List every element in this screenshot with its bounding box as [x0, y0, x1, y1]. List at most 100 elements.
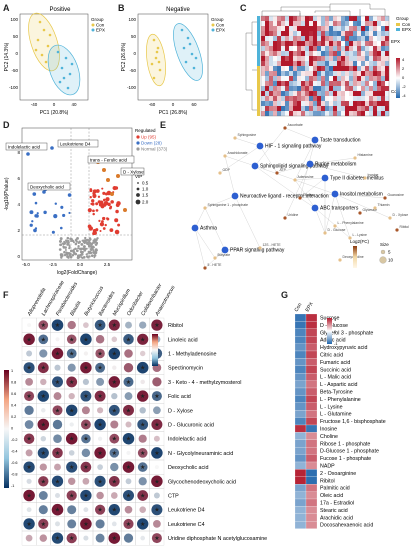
heatmap-cell — [337, 86, 342, 92]
heatmap-cell — [361, 61, 366, 67]
g-row-label: Ribitol — [320, 478, 335, 484]
significance-star: ★ — [83, 393, 88, 400]
g-row-label: Succinic acid — [320, 367, 351, 373]
heatmap-cell — [293, 71, 298, 77]
c-legend-epx-swatch — [396, 28, 400, 31]
heatmap-cell — [357, 16, 362, 22]
heatmap-cell — [317, 101, 322, 107]
f-column-label: Blautia — [69, 300, 82, 317]
f-scale-tick: 0.4 — [11, 404, 16, 408]
annot-xylose: D - Xylose — [123, 170, 144, 175]
heatmap-cell — [337, 31, 342, 37]
heatmap-cell — [277, 31, 282, 37]
c-legend-con: Con — [402, 22, 411, 27]
g-heatmap-cell — [294, 358, 307, 366]
heatmap-cell — [349, 76, 354, 82]
significance-star: ★ — [69, 336, 74, 343]
g-heatmap-cell — [305, 402, 318, 411]
a-ytick: 100 — [10, 17, 18, 22]
heatmap-cell — [321, 101, 326, 107]
heatmap-cell — [361, 101, 366, 107]
heatmap-cell — [329, 41, 334, 47]
heatmap-cell — [313, 26, 318, 32]
heatmap-cell — [345, 21, 350, 27]
heatmap-cell — [381, 91, 386, 97]
heatmap-cell — [369, 81, 374, 87]
heatmap-cell — [281, 101, 286, 107]
significance-star: ★ — [55, 407, 60, 414]
heatmap-cell — [333, 71, 338, 77]
f-correlation-dot — [108, 475, 120, 487]
compound-node — [388, 216, 392, 220]
heatmap-cell — [293, 16, 298, 22]
heatmap-cell — [305, 91, 310, 97]
b-legend-title: Group — [211, 17, 224, 22]
normal-point — [59, 254, 62, 257]
heatmap-cell — [321, 46, 326, 52]
heatmap-cell — [301, 46, 306, 52]
g-row-label: Fumaric acid — [320, 360, 350, 366]
heatmap-cell — [281, 81, 286, 87]
heatmap-cell — [369, 41, 374, 47]
f-correlation-dot — [139, 321, 147, 329]
heatmap-cell — [321, 41, 326, 47]
normal-point — [75, 249, 79, 253]
heatmap-cell — [281, 46, 286, 52]
heatmap-cell — [365, 106, 370, 112]
f-correlation-dot — [23, 518, 35, 530]
annot-box — [57, 139, 99, 148]
f-correlation-dot — [83, 351, 89, 356]
heatmap-cell — [321, 26, 326, 32]
heatmap-cell — [361, 56, 366, 62]
b-legend-con-dot — [211, 23, 215, 27]
significance-star: ★ — [112, 507, 117, 514]
heatmap-cell — [261, 16, 266, 22]
c-scale-tick: 4 — [402, 57, 405, 62]
heatmap-cell — [325, 51, 330, 57]
heatmap-cell — [333, 51, 338, 57]
heatmap-cell — [341, 106, 346, 112]
heatmap-cell — [281, 61, 286, 67]
g-row-label: Stearic acid — [320, 508, 348, 514]
heatmap-cell — [277, 91, 282, 97]
network-edge — [314, 207, 351, 239]
f-correlation-dot — [67, 363, 76, 372]
heatmap-cell — [341, 111, 346, 117]
heatmap-cell — [341, 101, 346, 107]
heatmap-cell — [277, 26, 282, 32]
heatmap-cell — [321, 71, 326, 77]
a-xtick: -40 — [31, 102, 38, 107]
significance-star: ★ — [41, 521, 46, 528]
g-heatmap-cell — [305, 358, 318, 366]
significance-star: ★ — [55, 507, 60, 514]
f-correlation-dot — [140, 535, 146, 541]
f-row-label: 3 - Keto - 4 - methylzymosterol — [168, 380, 241, 386]
heatmap-cell — [269, 81, 274, 87]
a-legend-con: Con — [96, 23, 105, 28]
heatmap-cell — [313, 31, 318, 37]
up-point — [101, 187, 104, 190]
con-point — [48, 33, 52, 37]
normal-point — [93, 254, 97, 257]
f-correlation-dot — [94, 319, 106, 331]
heatmap-cell — [273, 36, 278, 42]
up-point — [98, 202, 103, 207]
heatmap-cell — [269, 21, 274, 27]
heatmap-cell — [357, 66, 362, 72]
heatmap-cell — [261, 96, 266, 102]
heatmap-cell — [277, 41, 282, 47]
heatmap-cell — [385, 56, 390, 62]
normal-point — [93, 256, 96, 259]
heatmap-cell — [277, 61, 282, 67]
g-heatmap-cell — [305, 321, 318, 329]
heatmap-cell — [261, 71, 266, 77]
heatmap-cell — [381, 86, 386, 92]
g-colorbar — [327, 318, 332, 344]
f-correlation-dot — [80, 419, 91, 430]
heatmap-cell — [345, 81, 350, 87]
heatmap-cell — [261, 86, 266, 92]
heatmap-cell — [321, 51, 326, 57]
significance-star: ★ — [55, 322, 60, 329]
epx-ellipse — [47, 44, 81, 96]
f-row-label: 1 - Methyladenosine — [168, 352, 217, 358]
